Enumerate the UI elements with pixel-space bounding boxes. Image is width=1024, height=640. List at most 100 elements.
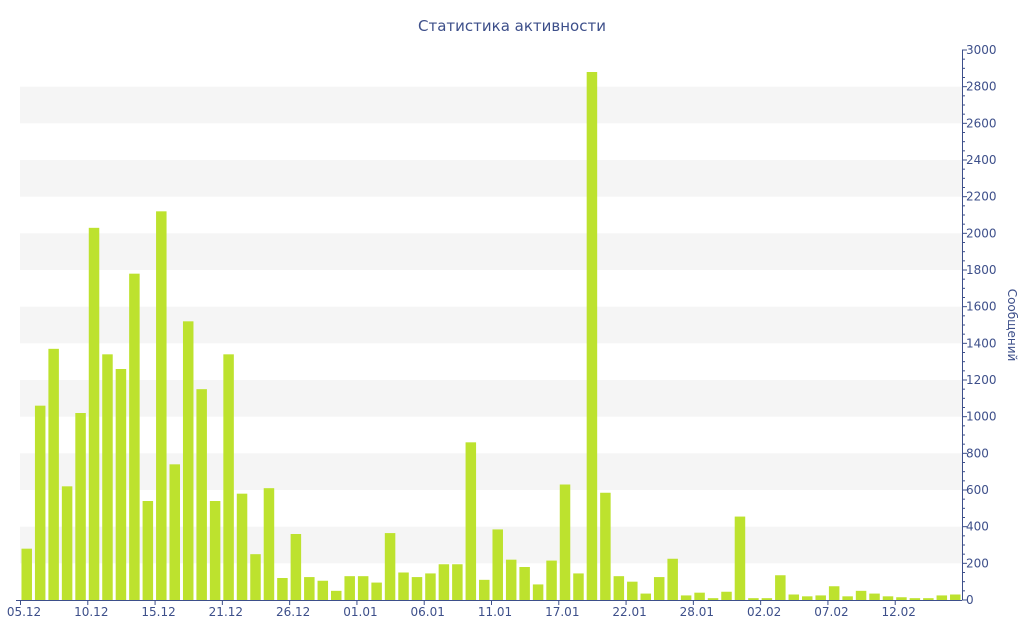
bar [788, 594, 800, 600]
bar [721, 591, 732, 600]
bar [828, 586, 840, 600]
bar [250, 554, 261, 600]
bar [586, 72, 598, 600]
y-tick-label: 600 [966, 483, 989, 497]
bar [600, 492, 611, 600]
x-tick-label: 11.01 [478, 605, 512, 619]
bar [223, 354, 234, 600]
bar [492, 529, 503, 600]
bar [411, 577, 423, 600]
bar [129, 273, 140, 600]
x-tick-label: 21.12 [209, 605, 243, 619]
x-tick-label: 10.12 [74, 605, 108, 619]
y-axis-ticks: 0 200 400 600 800 1000 1200 1400 1600 1800 2000 220… [962, 43, 997, 607]
y-tick-label: 1200 [966, 373, 997, 387]
y-tick-label: 200 [966, 556, 989, 570]
bar [734, 516, 746, 600]
bar [438, 564, 450, 600]
bar [465, 442, 477, 600]
y-tick-label: 400 [966, 520, 989, 534]
y-tick-label: 0 [966, 593, 974, 607]
bar [88, 227, 100, 600]
bar [357, 576, 369, 600]
bar [371, 582, 382, 600]
x-tick-label: 26.12 [276, 605, 310, 619]
y-tick-label: 3000 [966, 43, 997, 57]
bar [667, 558, 678, 600]
bar [61, 486, 73, 600]
bar [182, 321, 194, 600]
bar [452, 564, 463, 600]
y-tick-label: 2600 [966, 116, 997, 130]
grid-bands [20, 86, 962, 564]
bar-series [21, 72, 961, 600]
bar [75, 413, 86, 600]
bar [775, 575, 786, 600]
bar [801, 596, 813, 600]
bar [236, 493, 248, 600]
x-tick-label: 22.01 [612, 605, 646, 619]
bar [277, 578, 288, 600]
bar [21, 548, 32, 600]
bar [505, 559, 517, 600]
bar [317, 580, 329, 600]
bar [573, 573, 584, 600]
bar [815, 595, 826, 600]
bar [950, 594, 961, 600]
bar [909, 598, 921, 600]
x-tick-label: 17.01 [545, 605, 579, 619]
x-tick-label: 15.12 [141, 605, 175, 619]
bar [479, 579, 490, 600]
bar [680, 595, 692, 600]
bar [142, 501, 154, 600]
bar [425, 573, 436, 600]
x-tick-label: 01.01 [343, 605, 377, 619]
bar [34, 405, 46, 600]
bar [627, 581, 638, 600]
x-tick-label: 28.01 [680, 605, 714, 619]
grid-band [20, 306, 962, 344]
bar [398, 572, 409, 600]
y-tick-label: 2200 [966, 190, 997, 204]
bar [532, 584, 544, 600]
y-tick-label: 2800 [966, 80, 997, 94]
grid-band [20, 233, 962, 270]
chart-title: Статистика активности [418, 17, 606, 35]
x-tick-label: 05.12 [7, 605, 41, 619]
x-tick-label: 07.02 [814, 605, 848, 619]
bar [115, 369, 127, 600]
bar [882, 596, 894, 600]
y-tick-label: 1600 [966, 300, 997, 314]
y-tick-label: 1800 [966, 263, 997, 277]
y-tick-label: 1400 [966, 336, 997, 350]
bar [707, 598, 719, 600]
bar [694, 592, 705, 600]
bar [869, 593, 880, 600]
bar [102, 354, 113, 600]
bar [923, 598, 934, 600]
bar [304, 577, 315, 600]
bar [842, 596, 853, 600]
y-tick-label: 800 [966, 446, 989, 460]
bar [169, 464, 181, 600]
bar [936, 595, 948, 600]
bar [546, 560, 557, 600]
bar [748, 598, 759, 600]
y-tick-label: 1000 [966, 410, 997, 424]
bar [519, 567, 530, 600]
bar [761, 598, 773, 600]
y-axis-label: Сообщений [1005, 289, 1019, 362]
bar [263, 488, 275, 600]
bar [290, 534, 302, 600]
bar [384, 533, 396, 600]
bar [196, 389, 207, 600]
bar [330, 590, 342, 600]
bar [344, 576, 355, 600]
x-tick-label: 06.01 [411, 605, 445, 619]
x-axis-ticks: 05.12 10.12 15.12 21.12 26.12 01.01 06.01 11.01… [7, 600, 916, 619]
bar [640, 593, 652, 600]
bar [156, 211, 167, 600]
x-tick-label: 12.02 [882, 605, 916, 619]
y-tick-label: 2000 [966, 226, 997, 240]
